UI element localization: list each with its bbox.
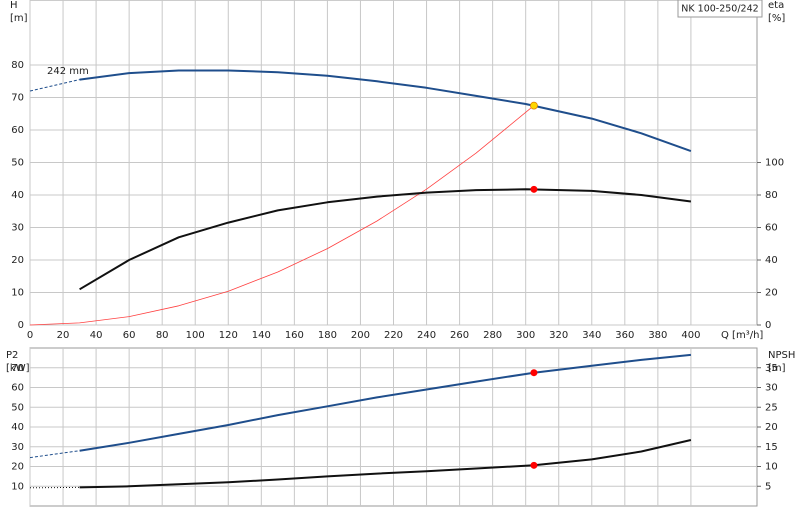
duty-point [530, 369, 538, 377]
y-tick-label: 50 [11, 158, 24, 169]
x-tick-label: 80 [156, 330, 169, 341]
y-axis-label: H [10, 0, 18, 11]
y-tick-label: 10 [11, 288, 24, 299]
x-tick-label: 140 [252, 330, 271, 341]
x-tick-label: 360 [615, 330, 634, 341]
y2-tick-label: 30 [765, 383, 778, 394]
y-tick-label: 40 [11, 190, 24, 201]
x-axis-label: Q [m³/h] [721, 330, 763, 341]
title-box [677, 0, 763, 18]
x-tick-label: 220 [384, 330, 403, 341]
curve [79, 439, 692, 489]
x-tick-label: 320 [549, 330, 568, 341]
x-tick-label: 160 [285, 330, 304, 341]
annotation: 242 mm [47, 66, 89, 77]
y-tick-label: 40 [11, 422, 24, 433]
duty-point [530, 185, 538, 193]
x-tick-label: 180 [318, 330, 337, 341]
curve [29, 450, 80, 459]
x-tick-label: 240 [417, 330, 436, 341]
y2-tick-label: 100 [765, 158, 784, 169]
chart-title: NK 100-250/242 [681, 4, 758, 15]
x-tick-label: 260 [450, 330, 469, 341]
y-tick-label: 30 [11, 223, 24, 234]
x-tick-label: 120 [219, 330, 238, 341]
y-tick-label: 10 [11, 481, 24, 492]
y2-axis-label: NPSH [768, 350, 795, 361]
x-tick-label: 20 [57, 330, 70, 341]
y-tick-label: 80 [11, 60, 24, 71]
y2-tick-label: 60 [765, 223, 778, 234]
x-tick-label: 380 [648, 330, 667, 341]
y-axis-label: P2 [6, 350, 18, 361]
y2-axis-unit: [m] [768, 363, 786, 374]
y2-tick-label: 20 [765, 422, 778, 433]
y-tick-label: 0 [18, 320, 24, 331]
y2-tick-label: 80 [765, 190, 778, 201]
y2-tick-label: 40 [765, 255, 778, 266]
y-tick-label: 70 [11, 93, 24, 104]
y-tick-label: 50 [11, 402, 24, 413]
x-tick-label: 100 [186, 330, 205, 341]
y2-tick-label: 5 [765, 481, 771, 492]
curve [29, 105, 535, 326]
curve [79, 69, 692, 153]
y2-tick-label: 0 [765, 320, 771, 331]
x-tick-label: 340 [582, 330, 601, 341]
x-tick-label: 300 [516, 330, 535, 341]
y2-tick-label: 20 [765, 288, 778, 299]
y-axis-unit: [kW] [6, 363, 30, 374]
y-tick-label: 20 [11, 255, 24, 266]
x-tick-label: 40 [90, 330, 103, 341]
y2-tick-label: 15 [765, 442, 778, 453]
y2-axis-unit: [%] [768, 13, 785, 24]
x-tick-label: 280 [483, 330, 502, 341]
y2-tick-label: 35 [765, 363, 778, 374]
y-tick-label: 70 [11, 363, 24, 374]
curve [79, 188, 692, 291]
y-tick-label: 60 [11, 383, 24, 394]
duty-point [530, 101, 538, 110]
y-tick-label: 30 [11, 442, 24, 453]
x-tick-label: 400 [681, 330, 700, 341]
curve [79, 353, 692, 452]
y2-tick-label: 10 [765, 462, 778, 473]
y2-axis-label: eta [768, 0, 784, 11]
duty-point [530, 461, 538, 469]
y-axis-unit: [m] [10, 13, 28, 24]
x-tick-label: 0 [27, 330, 33, 341]
curve [29, 79, 80, 92]
y-tick-label: 20 [11, 462, 24, 473]
y2-tick-label: 25 [765, 402, 778, 413]
y-tick-label: 60 [11, 125, 24, 136]
x-tick-label: 60 [123, 330, 136, 341]
x-tick-label: 200 [351, 330, 370, 341]
